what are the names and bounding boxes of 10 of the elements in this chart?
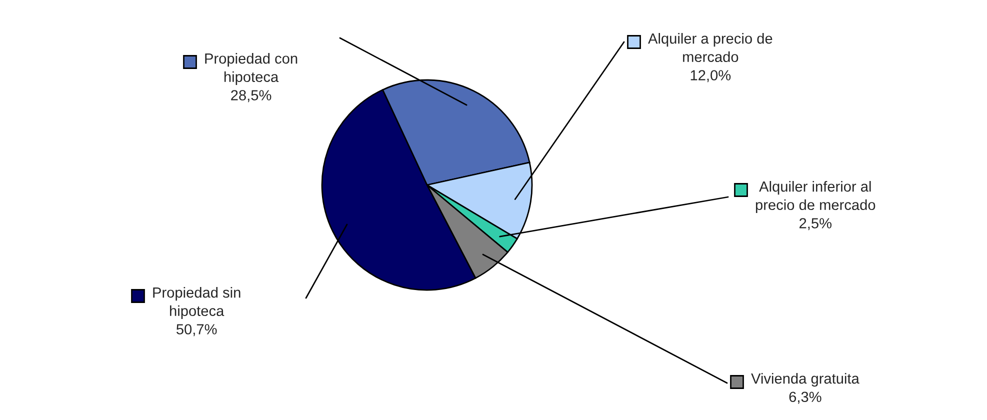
data-label: 50,7% [176, 324, 217, 336]
data-label: 12,0% [690, 70, 731, 82]
legend-label: Propiedad sin hipoteca [153, 287, 240, 319]
legend-label: Alquiler inferior al precio de mercado [756, 181, 876, 213]
data-label: 2,5% [800, 218, 832, 230]
legend-label: Propiedad con hipoteca [205, 53, 298, 85]
legend-label: Vivienda gratuita [751, 373, 860, 387]
legend-label: Alquiler a precio de mercado [648, 33, 772, 62]
data-label: 6,3% [789, 392, 822, 404]
data-label: 28,5% [231, 90, 272, 102]
